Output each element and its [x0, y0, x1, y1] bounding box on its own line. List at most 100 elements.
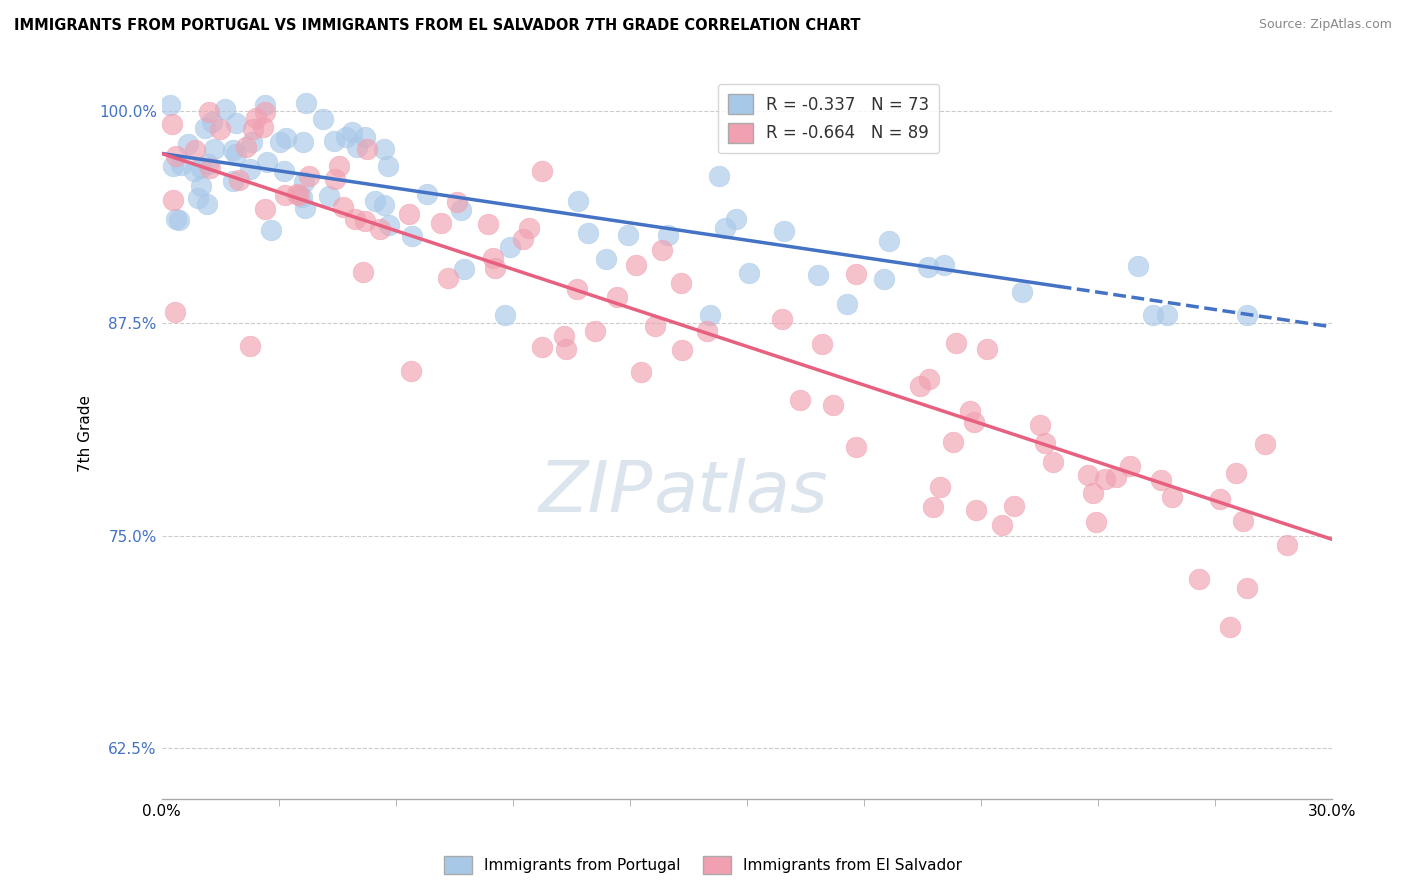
Point	[1160, 491, 1182, 505]
Point	[1187, 572, 1209, 586]
Point	[160, 117, 183, 131]
Point	[204, 142, 226, 156]
Point	[991, 518, 1014, 533]
Point	[197, 104, 219, 119]
Point	[377, 159, 399, 173]
Point	[555, 342, 578, 356]
Point	[377, 219, 399, 233]
Point	[567, 194, 589, 208]
Point	[163, 305, 186, 319]
Point	[169, 158, 191, 172]
Point	[416, 186, 439, 201]
Point	[1028, 418, 1050, 433]
Point	[1085, 515, 1108, 529]
Point	[773, 224, 796, 238]
Point	[1042, 454, 1064, 468]
Point	[340, 125, 363, 139]
Point	[364, 194, 387, 208]
Point	[583, 324, 606, 338]
Point	[963, 415, 986, 429]
Point	[183, 164, 205, 178]
Point	[1105, 469, 1128, 483]
Point	[332, 200, 354, 214]
Point	[908, 379, 931, 393]
Point	[238, 339, 260, 353]
Point	[276, 131, 298, 145]
Point	[343, 211, 366, 226]
Point	[373, 197, 395, 211]
Point	[1126, 259, 1149, 273]
Point	[298, 169, 321, 183]
Point	[942, 434, 965, 449]
Point	[644, 318, 666, 333]
Point	[512, 232, 534, 246]
Point	[624, 258, 647, 272]
Point	[724, 212, 747, 227]
Point	[373, 142, 395, 156]
Point	[553, 329, 575, 343]
Point	[1083, 486, 1105, 500]
Point	[1236, 308, 1258, 322]
Point	[225, 146, 247, 161]
Point	[1002, 499, 1025, 513]
Legend: Immigrants from Portugal, Immigrants from El Salvador: Immigrants from Portugal, Immigrants fro…	[437, 850, 969, 880]
Point	[453, 262, 475, 277]
Point	[242, 122, 264, 136]
Point	[187, 191, 209, 205]
Point	[845, 267, 868, 281]
Point	[398, 207, 420, 221]
Point	[294, 202, 316, 216]
Point	[259, 223, 281, 237]
Point	[437, 270, 460, 285]
Point	[606, 290, 628, 304]
Point	[837, 297, 859, 311]
Point	[323, 134, 346, 148]
Point	[738, 267, 761, 281]
Point	[807, 268, 830, 282]
Point	[530, 340, 553, 354]
Point	[318, 188, 340, 202]
Point	[932, 258, 955, 272]
Text: atlas: atlas	[652, 458, 828, 527]
Point	[292, 136, 315, 150]
Point	[1150, 473, 1173, 487]
Point	[269, 136, 291, 150]
Point	[235, 140, 257, 154]
Point	[253, 98, 276, 112]
Point	[353, 214, 375, 228]
Point	[167, 213, 190, 227]
Point	[162, 159, 184, 173]
Point	[399, 364, 422, 378]
Point	[1119, 458, 1142, 473]
Point	[576, 227, 599, 241]
Point	[190, 161, 212, 176]
Point	[177, 136, 200, 151]
Point	[208, 122, 231, 136]
Point	[565, 282, 588, 296]
Point	[671, 343, 693, 357]
Y-axis label: 7th Grade: 7th Grade	[79, 395, 93, 473]
Text: ZIP: ZIP	[538, 458, 652, 527]
Point	[657, 228, 679, 243]
Point	[1035, 436, 1057, 450]
Point	[845, 440, 868, 454]
Point	[959, 403, 981, 417]
Point	[252, 120, 274, 135]
Legend: R = -0.337   N = 73, R = -0.664   N = 89: R = -0.337 N = 73, R = -0.664 N = 89	[718, 84, 939, 153]
Point	[921, 500, 943, 514]
Point	[976, 342, 998, 356]
Point	[285, 186, 308, 201]
Point	[335, 129, 357, 144]
Point	[630, 365, 652, 379]
Point	[354, 129, 377, 144]
Point	[965, 502, 987, 516]
Point	[200, 161, 222, 176]
Point	[295, 95, 318, 110]
Point	[446, 195, 468, 210]
Point	[401, 229, 423, 244]
Point	[595, 252, 617, 267]
Point	[1219, 620, 1241, 634]
Point	[696, 324, 718, 338]
Point	[918, 372, 941, 386]
Point	[1011, 285, 1033, 299]
